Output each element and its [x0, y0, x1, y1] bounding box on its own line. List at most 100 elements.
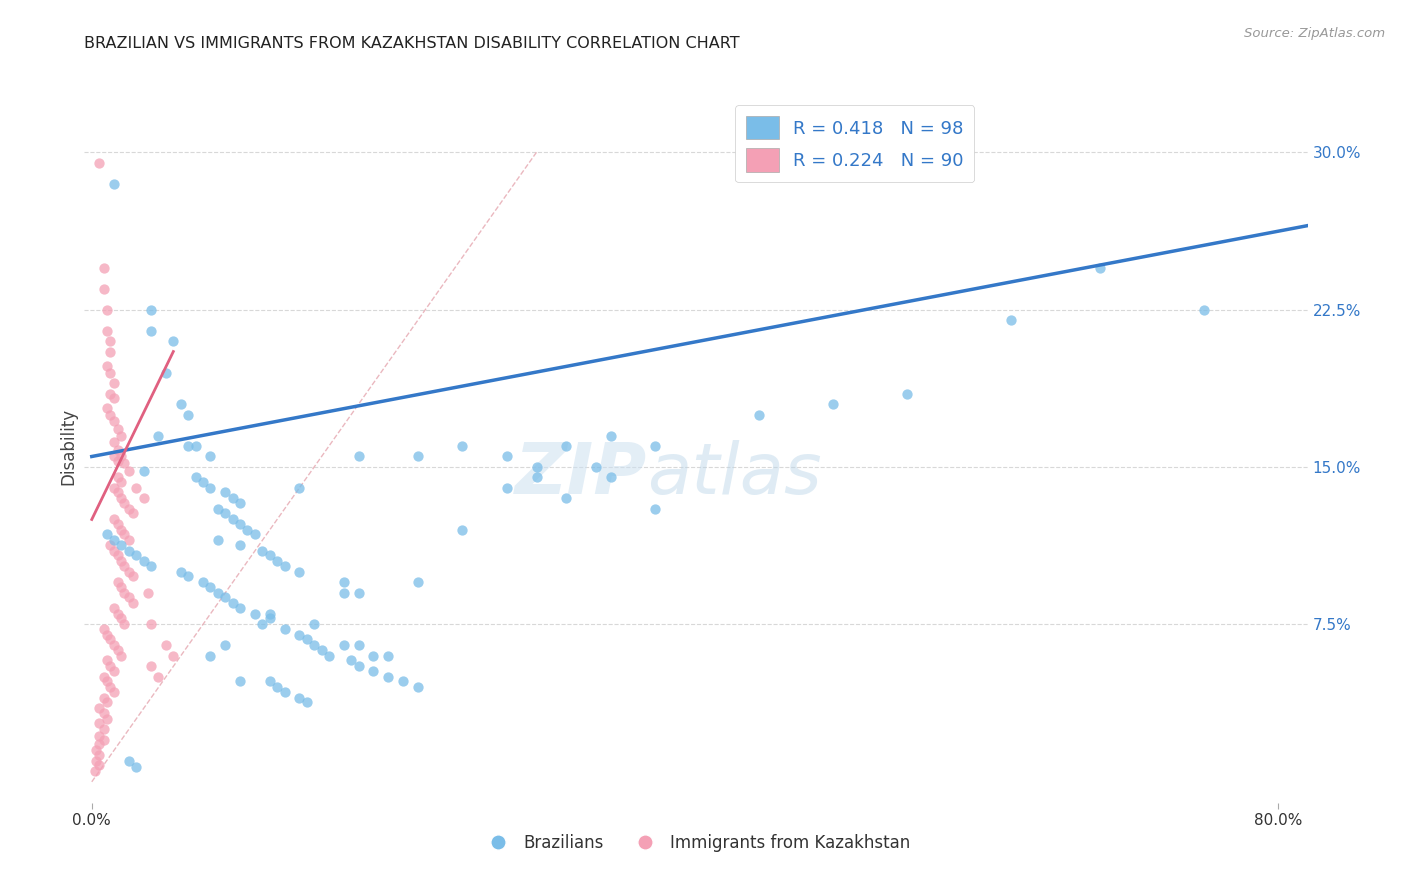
Point: [98, 538, 121, 552]
Point: [318, 648, 340, 663]
Point: [103, 639, 125, 653]
Text: BRAZILIAN VS IMMIGRANTS FROM KAZAKHSTAN DISABILITY CORRELATION CHART: BRAZILIAN VS IMMIGRANTS FROM KAZAKHSTAN …: [84, 36, 740, 51]
Point: [162, 648, 184, 663]
Point: [273, 622, 295, 636]
Point: [333, 639, 356, 653]
Point: [103, 481, 125, 495]
Point: [93, 282, 115, 296]
Point: [236, 523, 259, 537]
Point: [125, 760, 148, 774]
Point: [333, 575, 356, 590]
Point: [96, 653, 118, 667]
Point: [266, 681, 288, 695]
Point: [526, 460, 548, 475]
Point: [177, 439, 200, 453]
Point: [295, 695, 318, 709]
Point: [122, 506, 145, 520]
Point: [118, 502, 141, 516]
Point: [288, 628, 311, 642]
Point: [103, 391, 125, 405]
Point: [229, 516, 252, 531]
Point: [363, 648, 385, 663]
Text: atlas: atlas: [647, 440, 821, 509]
Point: [555, 491, 578, 506]
Point: [266, 554, 288, 568]
Point: [110, 538, 132, 552]
Point: [148, 428, 170, 442]
Point: [132, 464, 155, 478]
Point: [96, 302, 118, 317]
Point: [451, 523, 474, 537]
Point: [112, 496, 135, 510]
Point: [93, 260, 115, 275]
Point: [170, 397, 193, 411]
Point: [107, 516, 129, 531]
Point: [302, 617, 325, 632]
Point: [496, 450, 519, 464]
Point: [896, 386, 918, 401]
Point: [252, 617, 274, 632]
Point: [110, 450, 132, 464]
Point: [89, 747, 111, 762]
Point: [526, 470, 548, 484]
Point: [110, 491, 132, 506]
Point: [229, 674, 252, 689]
Point: [83, 764, 105, 779]
Point: [392, 674, 415, 689]
Point: [333, 586, 356, 600]
Point: [107, 485, 129, 500]
Point: [496, 481, 519, 495]
Legend: Brazilians, Immigrants from Kazakhstan: Brazilians, Immigrants from Kazakhstan: [475, 828, 917, 859]
Point: [89, 729, 111, 743]
Point: [93, 690, 115, 705]
Point: [288, 690, 311, 705]
Point: [302, 639, 325, 653]
Point: [103, 544, 125, 558]
Point: [89, 758, 111, 772]
Point: [177, 408, 200, 422]
Point: [347, 586, 370, 600]
Point: [122, 569, 145, 583]
Point: [103, 664, 125, 678]
Point: [347, 659, 370, 673]
Point: [259, 548, 281, 562]
Point: [599, 470, 621, 484]
Point: [451, 439, 474, 453]
Point: [139, 617, 162, 632]
Point: [273, 558, 295, 573]
Point: [214, 639, 236, 653]
Point: [89, 155, 111, 169]
Point: [98, 632, 121, 646]
Point: [207, 502, 229, 516]
Point: [98, 659, 121, 673]
Point: [148, 670, 170, 684]
Point: [112, 586, 135, 600]
Point: [170, 565, 193, 579]
Point: [155, 366, 177, 380]
Point: [259, 607, 281, 621]
Point: [200, 648, 222, 663]
Point: [214, 590, 236, 604]
Point: [118, 754, 141, 768]
Point: [207, 586, 229, 600]
Point: [96, 527, 118, 541]
Point: [84, 754, 107, 768]
Point: [93, 732, 115, 747]
Point: [96, 359, 118, 374]
Point: [155, 639, 177, 653]
Point: [125, 481, 148, 495]
Point: [107, 470, 129, 484]
Point: [347, 639, 370, 653]
Point: [112, 558, 135, 573]
Point: [98, 386, 121, 401]
Point: [200, 450, 222, 464]
Point: [103, 376, 125, 390]
Point: [103, 434, 125, 449]
Point: [110, 554, 132, 568]
Point: [96, 674, 118, 689]
Point: [252, 544, 274, 558]
Point: [1088, 260, 1111, 275]
Point: [243, 527, 266, 541]
Point: [93, 622, 115, 636]
Point: [177, 569, 200, 583]
